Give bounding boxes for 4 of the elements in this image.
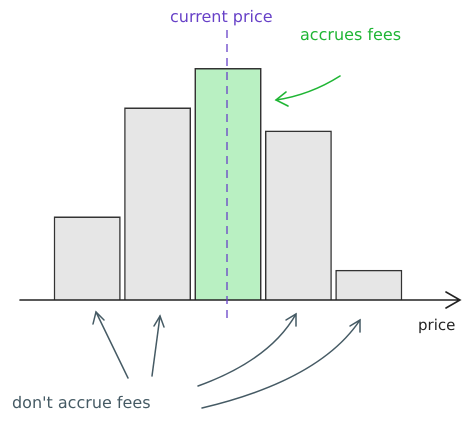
text: current price <box>170 7 273 26</box>
text: don't accrue fees <box>12 393 151 412</box>
x-axis-title: price <box>418 316 456 334</box>
text: accrues fees <box>300 25 402 44</box>
